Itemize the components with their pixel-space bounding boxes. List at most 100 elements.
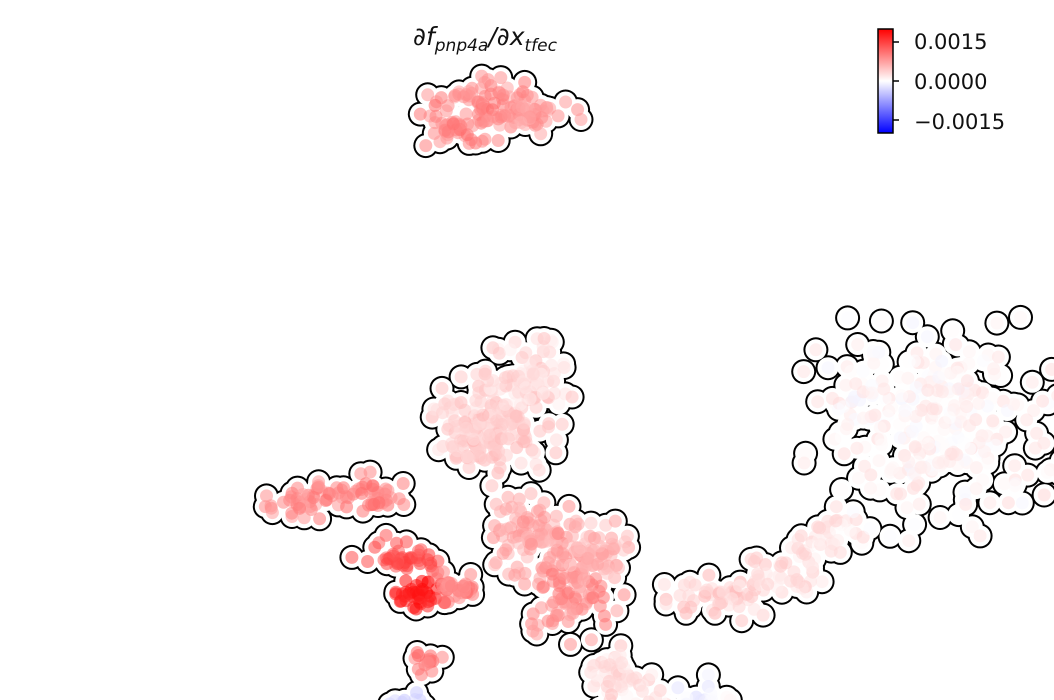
cell-point: [852, 471, 865, 485]
cell-point: [551, 527, 565, 540]
cell-point: [1051, 390, 1054, 401]
cell-point: [1025, 375, 1039, 389]
cell-point: [946, 324, 960, 338]
cell-point: [549, 433, 563, 447]
cell-point: [825, 391, 839, 405]
cell-point: [508, 568, 522, 582]
cell-point: [296, 488, 310, 501]
cell-point: [587, 679, 601, 693]
cell-point: [912, 497, 926, 511]
cell-point: [499, 502, 513, 516]
cell-point: [563, 558, 577, 572]
cell-point: [421, 656, 435, 670]
cell-point: [523, 392, 537, 406]
cell-point: [569, 514, 583, 528]
cell-points-layer: [258, 69, 1054, 700]
cell-point: [589, 572, 603, 586]
cell-point: [617, 588, 631, 602]
cell-point: [921, 383, 935, 397]
cell-point: [812, 533, 826, 547]
cell-point: [488, 519, 502, 533]
cell-point: [659, 597, 673, 611]
cell-point: [571, 103, 585, 117]
cell-point: [1045, 362, 1054, 376]
cell-point: [610, 604, 624, 618]
cell-point: [894, 487, 907, 501]
cell-point: [936, 454, 950, 468]
cell-point: [454, 396, 468, 409]
cell-point: [549, 446, 563, 460]
cell-point: [450, 419, 463, 433]
cell-point: [498, 371, 512, 385]
cell-point: [537, 332, 551, 345]
cell-point: [999, 425, 1013, 439]
cell-point: [390, 536, 403, 550]
cell-point: [486, 341, 500, 355]
cell-point: [600, 561, 614, 575]
title-denominator-subscript: tfec: [524, 36, 557, 56]
cell-point: [684, 600, 698, 614]
cell-point: [837, 447, 851, 461]
cell-point: [841, 418, 855, 431]
cell-point: [733, 579, 746, 593]
cell-point: [657, 578, 671, 591]
cell-point: [833, 545, 847, 559]
cell-point: [556, 547, 570, 561]
cell-point: [532, 463, 546, 477]
cell-point: [986, 414, 1000, 428]
cell-point: [612, 561, 625, 575]
cell-point: [937, 367, 951, 381]
cell-point: [491, 112, 505, 126]
cell-point: [498, 397, 512, 411]
cell-point: [835, 483, 849, 496]
cell-point: [599, 617, 613, 631]
title-separator: /∂x: [488, 22, 525, 51]
cell-point: [526, 367, 540, 381]
cell-point: [748, 574, 762, 588]
cell-point: [936, 437, 949, 451]
colorbar-tick-label-low: −0.0015: [914, 110, 1006, 134]
cell-point: [787, 565, 801, 579]
cell-point: [774, 559, 788, 573]
cell-point: [918, 460, 932, 474]
cell-point: [547, 595, 561, 609]
cell-point: [563, 608, 577, 622]
cell-point: [562, 499, 576, 513]
cell-point: [354, 467, 368, 481]
cell-point: [283, 493, 297, 507]
cell-point: [960, 374, 974, 388]
cell-point: [1015, 496, 1029, 510]
cell-point: [1008, 479, 1022, 493]
cell-point: [480, 114, 494, 128]
cell-point: [873, 421, 887, 435]
cell-point: [950, 448, 964, 462]
cell-point: [866, 345, 880, 358]
cell-point: [1001, 496, 1015, 510]
cell-point: [547, 367, 561, 381]
cell-point: [813, 521, 826, 535]
cell-point: [811, 395, 825, 409]
cell-point: [586, 591, 600, 605]
cell-point: [454, 370, 468, 384]
cell-point: [677, 578, 691, 592]
cell-point: [421, 88, 435, 102]
cell-point: [464, 568, 478, 581]
cell-point: [856, 411, 870, 425]
cell-point: [708, 606, 722, 620]
cell-point: [411, 662, 425, 676]
cell-point: [452, 591, 466, 605]
cell-point: [467, 432, 481, 446]
cell-point: [589, 668, 603, 682]
cell-point: [1040, 465, 1054, 479]
cell-point: [805, 560, 819, 574]
cell-point: [997, 477, 1011, 491]
cell-point: [413, 107, 427, 121]
cell-point: [499, 543, 513, 557]
cell-point: [435, 650, 449, 664]
cell-point: [960, 400, 974, 413]
cell-point: [565, 390, 579, 404]
cell-point: [809, 343, 823, 357]
cell-point: [428, 98, 442, 112]
cell-point: [485, 479, 499, 493]
title-numerator-subscript: pnp4a: [434, 36, 489, 56]
